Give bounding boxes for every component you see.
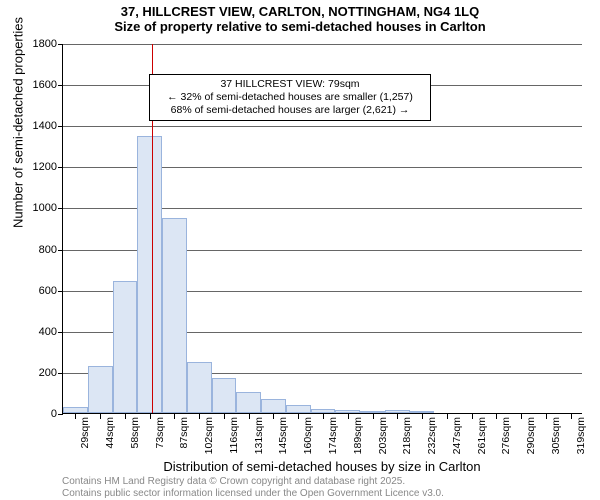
plot-area: 02004006008001000120014001600180029sqm44…	[62, 44, 582, 414]
x-tick-mark	[174, 414, 175, 419]
y-tick-mark	[58, 167, 63, 168]
x-tick-mark	[447, 414, 448, 419]
x-tick-label: 102sqm	[203, 417, 215, 454]
histogram-bar	[162, 218, 187, 413]
y-tick-label: 1800	[27, 38, 57, 50]
x-tick-label: 58sqm	[129, 417, 141, 449]
y-tick-mark	[58, 250, 63, 251]
y-tick-mark	[58, 85, 63, 86]
x-tick-mark	[397, 414, 398, 419]
histogram-bar	[63, 407, 88, 413]
x-tick-label: 131sqm	[253, 417, 265, 454]
credits: Contains HM Land Registry data © Crown c…	[62, 476, 444, 500]
x-tick-label: 189sqm	[352, 417, 364, 454]
histogram-bar	[187, 362, 212, 413]
x-tick-label: 305sqm	[550, 417, 562, 454]
x-tick-mark	[224, 414, 225, 419]
x-tick-label: 218sqm	[401, 417, 413, 454]
y-tick-label: 0	[27, 408, 57, 420]
x-tick-label: 145sqm	[277, 417, 289, 454]
annotation-line: 68% of semi-detached houses are larger (…	[155, 104, 425, 117]
x-tick-label: 319sqm	[575, 417, 587, 454]
title-line-1: 37, HILLCREST VIEW, CARLTON, NOTTINGHAM,…	[0, 0, 600, 19]
y-tick-label: 800	[27, 244, 57, 256]
x-tick-label: 203sqm	[377, 417, 389, 454]
x-tick-mark	[298, 414, 299, 419]
x-tick-mark	[125, 414, 126, 419]
credit-line-1: Contains HM Land Registry data © Crown c…	[62, 476, 444, 488]
x-tick-label: 174sqm	[327, 417, 339, 454]
chart-area: 02004006008001000120014001600180029sqm44…	[62, 44, 582, 414]
x-tick-mark	[100, 414, 101, 419]
x-tick-label: 29sqm	[79, 417, 91, 449]
x-tick-mark	[75, 414, 76, 419]
histogram-bar	[137, 136, 162, 414]
histogram-bar	[212, 378, 237, 413]
x-tick-mark	[249, 414, 250, 419]
x-tick-mark	[472, 414, 473, 419]
credit-line-2: Contains public sector information licen…	[62, 488, 444, 500]
x-tick-label: 116sqm	[228, 417, 240, 454]
histogram-bar	[113, 281, 138, 413]
y-tick-label: 600	[27, 285, 57, 297]
x-tick-label: 160sqm	[302, 417, 314, 454]
x-tick-label: 44sqm	[104, 417, 116, 449]
histogram-bar	[360, 411, 385, 413]
x-tick-mark	[571, 414, 572, 419]
histogram-bar	[410, 411, 435, 413]
x-tick-label: 290sqm	[525, 417, 537, 454]
title-line-2: Size of property relative to semi-detach…	[0, 19, 600, 36]
y-tick-label: 1400	[27, 120, 57, 132]
x-tick-label: 73sqm	[154, 417, 166, 449]
x-tick-label: 232sqm	[426, 417, 438, 454]
histogram-bar	[311, 409, 336, 413]
x-axis-label: Distribution of semi-detached houses by …	[62, 459, 582, 474]
x-tick-mark	[521, 414, 522, 419]
x-tick-mark	[273, 414, 274, 419]
y-tick-mark	[58, 126, 63, 127]
y-axis-label: Number of semi-detached properties	[11, 17, 26, 228]
histogram-bar	[385, 410, 410, 413]
x-tick-mark	[496, 414, 497, 419]
x-tick-label: 87sqm	[178, 417, 190, 449]
y-tick-mark	[58, 208, 63, 209]
histogram-bar	[88, 366, 113, 413]
x-tick-mark	[373, 414, 374, 419]
x-tick-label: 276sqm	[500, 417, 512, 454]
y-tick-label: 1200	[27, 161, 57, 173]
x-tick-mark	[323, 414, 324, 419]
annotation-line: ← 32% of semi-detached houses are smalle…	[155, 91, 425, 104]
y-tick-mark	[58, 44, 63, 45]
y-tick-mark	[58, 332, 63, 333]
annotation-box: 37 HILLCREST VIEW: 79sqm← 32% of semi-de…	[149, 74, 431, 121]
gridline	[63, 44, 582, 45]
x-tick-label: 261sqm	[476, 417, 488, 454]
gridline	[63, 126, 582, 127]
x-tick-mark	[199, 414, 200, 419]
y-tick-mark	[58, 291, 63, 292]
histogram-bar	[261, 399, 286, 413]
y-tick-label: 400	[27, 326, 57, 338]
y-tick-label: 200	[27, 367, 57, 379]
x-tick-mark	[546, 414, 547, 419]
x-tick-mark	[348, 414, 349, 419]
histogram-bar	[236, 392, 261, 413]
x-tick-mark	[150, 414, 151, 419]
y-tick-mark	[58, 414, 63, 415]
histogram-bar	[286, 405, 311, 413]
x-tick-label: 247sqm	[451, 417, 463, 454]
y-tick-mark	[58, 373, 63, 374]
y-tick-label: 1600	[27, 79, 57, 91]
y-tick-label: 1000	[27, 202, 57, 214]
x-tick-mark	[422, 414, 423, 419]
annotation-line: 37 HILLCREST VIEW: 79sqm	[155, 78, 425, 91]
histogram-bar	[335, 410, 360, 413]
